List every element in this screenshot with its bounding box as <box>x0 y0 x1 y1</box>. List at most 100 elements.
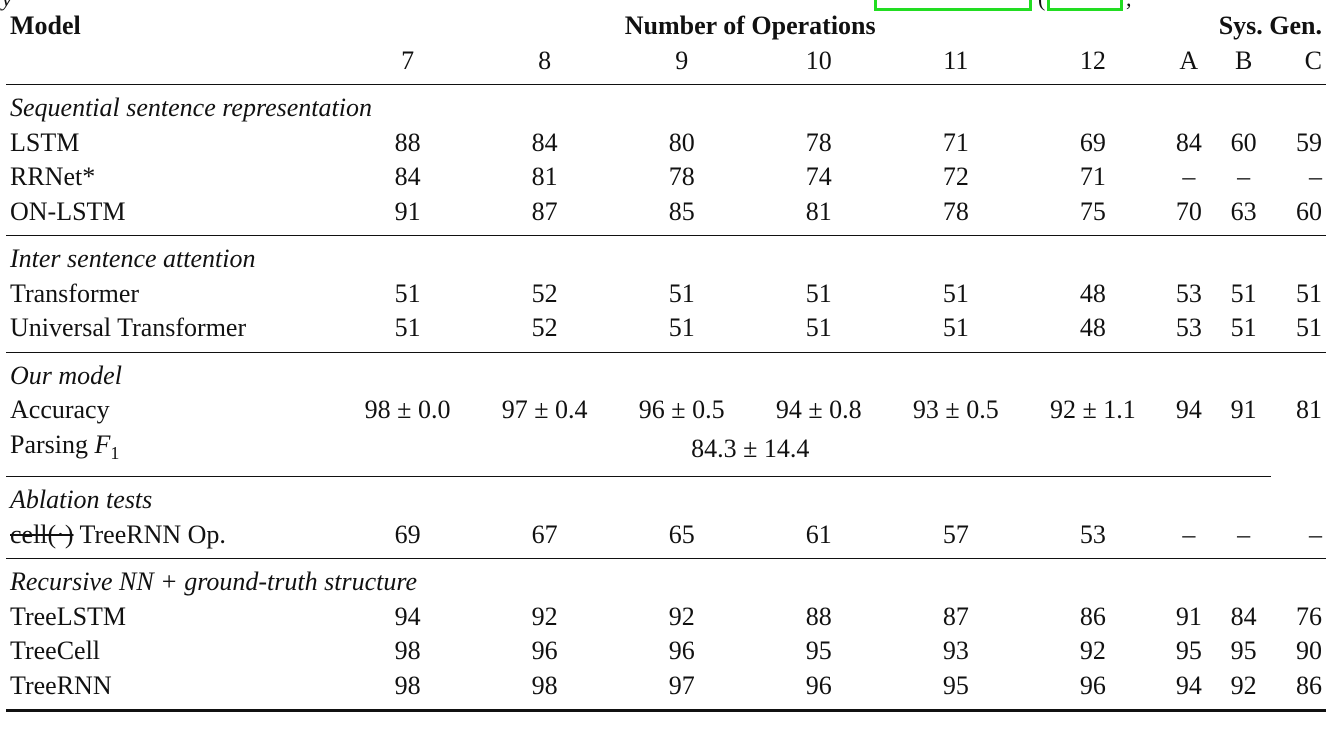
cell-value: 94 <box>1161 668 1217 713</box>
cell-value: 51 <box>394 313 421 342</box>
cell-value: 61 <box>805 519 832 549</box>
cell-value: 51 <box>942 313 969 342</box>
cell-value: 98 ± 0.0 <box>364 395 451 424</box>
cell-value: 51 <box>1296 313 1322 342</box>
cell-value: 71 <box>942 127 969 157</box>
header-op-11: 11 <box>943 45 969 75</box>
cell-value: 97 ± 0.4 <box>501 395 588 424</box>
cell-value: 48 <box>1079 278 1106 308</box>
cell-value: 87 <box>531 196 558 226</box>
header-op-9: 9 <box>675 45 689 75</box>
section-title-row: Our model <box>6 351 1326 393</box>
cell-value: 51 <box>1296 278 1322 308</box>
section-title-row: Ablation tests <box>6 476 1326 518</box>
cell-value: 91 <box>1175 601 1202 631</box>
header-sys-a: A <box>1179 45 1199 75</box>
cutoff-text-paren: ( <box>1038 0 1045 12</box>
cell-value: 98 <box>339 668 477 713</box>
empty-cell <box>1161 428 1326 477</box>
header-op-7: 7 <box>401 45 415 75</box>
cell-value: 97 <box>613 668 751 713</box>
header-op-8: 8 <box>538 45 552 75</box>
model-name: cell(·) TreeRNN Op. <box>10 519 226 549</box>
section-title-sequential: Sequential sentence representation <box>6 84 1326 126</box>
cell-value: 81 <box>1296 395 1322 424</box>
parsing-label: Parsing <box>10 429 95 459</box>
table-row: Universal Transformer 51 52 51 51 51 48 … <box>6 311 1326 352</box>
cell-value: 94 ± 0.8 <box>775 395 862 424</box>
cell-value: 60 <box>1230 127 1257 157</box>
cutoff-text-letter: y <box>2 0 12 12</box>
cell-value: 92 <box>1216 668 1272 713</box>
cell-value: – <box>1309 519 1322 549</box>
cell-value: 51 <box>942 278 969 308</box>
cell-value: 78 <box>942 196 969 226</box>
table-row: Accuracy 98 ± 0.0 97 ± 0.4 96 ± 0.5 94 ±… <box>6 393 1326 428</box>
cell-value: 51 <box>394 278 421 308</box>
cell-value: 85 <box>668 196 695 226</box>
section-title-row: Sequential sentence representation <box>6 84 1326 126</box>
cell-value: 74 <box>805 162 832 191</box>
header-sys-b: B <box>1234 45 1253 75</box>
cell-value: 88 <box>805 601 832 631</box>
cell-value: 69 <box>1079 127 1106 157</box>
cell-value: 71 <box>1079 162 1106 191</box>
cell-value: 98 <box>394 636 421 666</box>
model-name: RRNet* <box>10 162 96 191</box>
cell-value: 51 <box>668 278 695 308</box>
cell-value: 52 <box>531 313 558 342</box>
cell-value: 53 <box>1175 313 1202 342</box>
table-row: cell(·) TreeRNN Op. 69 67 65 61 57 53 – … <box>6 518 1326 559</box>
cell-value: 51 <box>668 313 695 342</box>
cell-value: 90 <box>1296 636 1322 666</box>
cell-value: 81 <box>805 196 832 226</box>
cell-value: 94 <box>1175 395 1202 424</box>
cell-value: 95 <box>1230 636 1257 666</box>
section-title-ablation: Ablation tests <box>6 476 1272 518</box>
table-row: TreeCell 98 96 96 95 93 92 95 95 90 <box>6 634 1326 669</box>
highlight-box <box>1047 0 1123 11</box>
table-row: TreeRNN 98 98 97 96 95 96 94 92 86 <box>6 668 1326 713</box>
highlight-box <box>874 0 1032 11</box>
model-name: Universal Transformer <box>10 313 247 342</box>
header-spacer <box>6 44 339 85</box>
cell-value: 48 <box>1079 313 1106 342</box>
table-row: Transformer 51 52 51 51 51 48 53 51 51 <box>6 277 1326 312</box>
cell-value: 86 <box>1079 601 1106 631</box>
results-table: Model Number of Operations Sys. Gen. 7 8… <box>6 9 1326 713</box>
cell-value: 92 <box>1079 636 1106 666</box>
cell-value: 95 <box>1175 636 1202 666</box>
section-title-row: Recursive NN + ground-truth structure <box>6 558 1326 600</box>
cell-value: 69 <box>394 519 421 549</box>
model-name: Parsing F1 <box>6 428 339 477</box>
cell-value: 96 <box>531 636 558 666</box>
cell-value: 92 ± 1.1 <box>1049 395 1136 424</box>
model-name: ON-LSTM <box>10 196 126 226</box>
cell-value: – <box>1182 519 1196 549</box>
cell-value: 53 <box>1175 278 1202 308</box>
header-number-of-operations: Number of Operations <box>624 11 876 40</box>
cell-value: 96 ± 0.5 <box>638 395 725 424</box>
cell-value: 95 <box>805 636 832 666</box>
cell-value: 84 <box>394 162 421 191</box>
header-sys-c: C <box>1304 45 1322 75</box>
header-op-12: 12 <box>1079 45 1106 75</box>
cell-value: 65 <box>668 519 695 549</box>
section-title-recursive: Recursive NN + ground-truth structure <box>6 558 1326 600</box>
header-row-columns: 7 8 9 10 11 12 A B C <box>6 44 1326 85</box>
section-title-inter: Inter sentence attention <box>6 235 1326 277</box>
model-name: TreeRNN <box>6 668 340 713</box>
table-row: Parsing F1 84.3 ± 14.4 <box>6 428 1326 477</box>
f1-symbol: F1 <box>94 429 120 463</box>
cell-value: 76 <box>1296 601 1322 631</box>
header-sys-gen: Sys. Gen. <box>1218 11 1322 40</box>
section-title-ours: Our model <box>6 351 1326 393</box>
model-name: TreeCell <box>10 636 101 666</box>
cell-value: 92 <box>668 601 695 631</box>
top-fragment: y ( , <box>0 0 1335 12</box>
cell-value: 67 <box>531 519 558 549</box>
cell-value: 78 <box>805 127 832 157</box>
header-model: Model <box>10 11 81 40</box>
table-row: TreeLSTM 94 92 92 88 87 86 91 84 76 <box>6 600 1326 635</box>
header-row-groups: Model Number of Operations Sys. Gen. <box>6 9 1326 44</box>
